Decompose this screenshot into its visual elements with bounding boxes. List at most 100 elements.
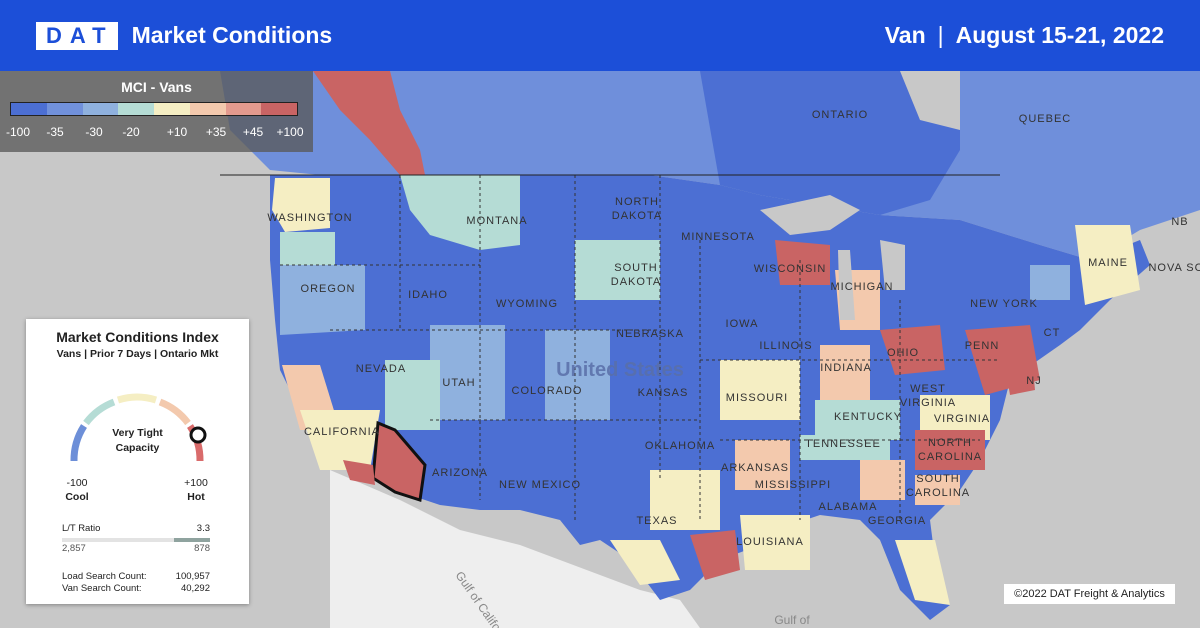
card-subtitle: Vans | Prior 7 Days | Ontario Mkt xyxy=(56,348,219,360)
label-indiana: INDIANA xyxy=(820,362,872,374)
legend-color-bar xyxy=(10,102,298,116)
label-new-mexico: NEW MEXICO xyxy=(499,479,581,491)
legend-tick: -20 xyxy=(122,125,140,139)
label-mississippi: MISSISSIPPI xyxy=(755,479,831,491)
label-michigan: MICHIGAN xyxy=(831,281,894,293)
region-bc-hot xyxy=(313,71,425,175)
label-ohio: OHIO xyxy=(887,347,919,359)
us-region xyxy=(270,175,1150,620)
page-title: Market Conditions xyxy=(131,22,333,48)
header-bar: DAT Market Conditions Van | August 15-21… xyxy=(0,0,1200,71)
region-new-york xyxy=(1030,265,1070,300)
copyright-notice: ©2022 DAT Freight & Analytics xyxy=(1004,584,1175,604)
region-south-carolina xyxy=(915,475,960,505)
region-washington xyxy=(272,178,330,232)
label-nova-scotia: NOVA SC xyxy=(1148,262,1200,274)
gauge-indicator xyxy=(189,426,207,444)
label-kentucky: KENTUCKY xyxy=(834,411,902,423)
label-virginia: VIRGINIA xyxy=(934,413,990,425)
region-virginia xyxy=(920,395,990,440)
region-california-central xyxy=(300,410,380,470)
label-quebec: QUEBEC xyxy=(1019,113,1071,125)
cool-label: Cool xyxy=(65,491,89,503)
hudson-bay xyxy=(900,71,960,130)
legend-tick: +100 xyxy=(276,125,304,139)
region-louisiana xyxy=(740,515,810,570)
legend-tick: +35 xyxy=(205,125,227,139)
label-south-dakota-2: DAKOTA xyxy=(611,276,661,288)
legend-swatch xyxy=(154,103,190,115)
cool-value: -100 xyxy=(66,477,88,489)
label-ct: CT xyxy=(1044,327,1061,339)
legend-tick: +10 xyxy=(166,125,188,139)
card-title: Market Conditions Index xyxy=(56,329,219,345)
legend-swatch xyxy=(261,103,297,115)
label-oregon: OREGON xyxy=(301,283,356,295)
region-north-carolina xyxy=(915,430,985,470)
region-montana xyxy=(400,175,520,250)
label-south-dakota-1: SOUTH xyxy=(614,262,658,274)
header-separator: | xyxy=(937,22,944,48)
label-penn: PENN xyxy=(965,340,1000,352)
label-montana: MONTANA xyxy=(466,215,527,227)
label-arkansas: ARKANSAS xyxy=(721,462,789,474)
region-tennessee xyxy=(800,435,890,460)
label-north-dakota-2: DAKOTA xyxy=(612,210,662,222)
hot-label: Hot xyxy=(187,491,205,503)
region-indiana xyxy=(820,345,870,400)
label-colorado: COLORADO xyxy=(512,385,583,397)
legend-title: MCI - Vans xyxy=(121,79,192,95)
label-nb: NB xyxy=(1171,216,1188,228)
label-tennessee: TENNESSEE xyxy=(805,438,881,450)
label-west-virginia-2: VIRGINIA xyxy=(900,397,956,409)
gauge-label-line-1: Very Tight xyxy=(112,427,163,439)
legend-swatch xyxy=(189,103,226,115)
legend-ticks: -100 -35 -30 -20 +10 +35 +45 +100 xyxy=(0,125,313,141)
label-kansas: KANSAS xyxy=(638,387,689,399)
great-lakes xyxy=(760,195,860,235)
label-north-carolina-2: CAROLINA xyxy=(918,451,982,463)
lt-ratio-fill xyxy=(174,538,210,542)
label-texas: TEXAS xyxy=(636,515,677,527)
label-wisconsin: WISCONSIN xyxy=(754,263,827,275)
region-texas-east xyxy=(690,530,740,580)
equipment-type: Van xyxy=(884,22,926,48)
label-west-virginia-1: WEST xyxy=(910,383,946,395)
label-nebraska: NEBRASKA xyxy=(616,328,684,340)
van-search-value: 40,292 xyxy=(180,583,210,594)
hot-value: +100 xyxy=(184,477,208,489)
label-nevada: NEVADA xyxy=(356,363,406,375)
label-south-carolina-2: CAROLINA xyxy=(906,487,970,499)
region-ohio xyxy=(880,325,945,375)
region-oregon xyxy=(280,265,365,335)
legend-swatch xyxy=(11,103,47,115)
label-georgia: GEORGIA xyxy=(868,515,926,527)
loads-count: 2,857 xyxy=(62,543,86,554)
header-context: Van | August 15-21, 2022 xyxy=(885,22,1164,49)
label-united-states: United States xyxy=(556,359,684,381)
region-utah xyxy=(430,325,505,420)
region-south-dakota xyxy=(575,240,660,300)
region-ontario-canada xyxy=(700,71,960,215)
lt-ratio-value: 3.3 xyxy=(196,523,210,534)
brand: DAT Market Conditions xyxy=(36,21,333,50)
region-new-jersey xyxy=(1000,335,1035,395)
label-missouri: MISSOURI xyxy=(726,392,788,404)
legend-tick: -35 xyxy=(46,125,64,139)
label-north-carolina-1: NORTH xyxy=(928,437,972,449)
region-texas-south xyxy=(610,540,680,585)
lt-ratio-bar xyxy=(62,538,210,542)
state-borders xyxy=(280,175,1000,520)
label-gulf-of-mexico: Gulf of xyxy=(774,613,810,627)
market-map[interactable]: ONTARIO QUEBEC WASHINGTON MONTANA NORTH … xyxy=(0,71,1200,628)
region-la xyxy=(343,460,375,485)
label-california: CALIFORNIA xyxy=(304,426,380,438)
legend-swatch xyxy=(225,103,262,115)
label-north-dakota-1: NORTH xyxy=(615,196,659,208)
mci-legend: MCI - Vans -100 -35 -30 -20 +10 +35 +45 … xyxy=(0,71,313,152)
region-colorado xyxy=(545,330,610,420)
gauge-label-line-2: Capacity xyxy=(115,442,160,454)
market-conditions-card: Market Conditions Index Vans | Prior 7 D… xyxy=(26,319,249,604)
baja-land xyxy=(395,500,500,628)
legend-tick: -30 xyxy=(85,125,103,139)
